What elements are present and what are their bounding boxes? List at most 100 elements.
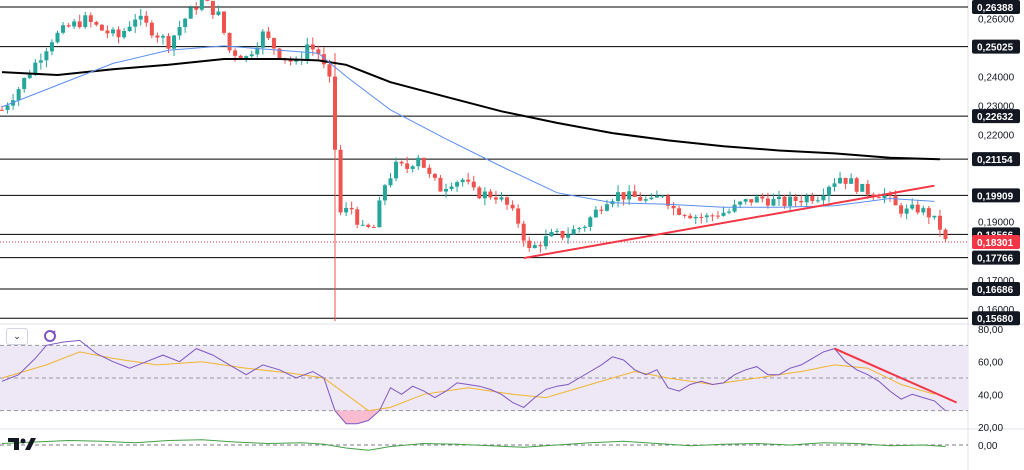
candle-body bbox=[699, 216, 704, 218]
candle-body bbox=[138, 15, 143, 20]
price-axis: 0,26000 0,24000 0,23000 0,22000 0,19000 0,170… bbox=[972, 0, 1020, 452]
candle-body bbox=[66, 25, 71, 27]
rsi-axis-tick-label: 80,00 bbox=[978, 325, 1003, 336]
rsi-pane bbox=[0, 339, 968, 425]
level-badge-label: 0,17766 bbox=[977, 254, 1014, 265]
candle-body bbox=[366, 224, 371, 227]
candle-body bbox=[838, 177, 843, 184]
candle-body bbox=[421, 157, 426, 168]
candle-body bbox=[405, 163, 410, 169]
candle-body bbox=[804, 195, 809, 203]
candle-body bbox=[738, 201, 743, 205]
candle-body bbox=[455, 182, 460, 187]
rsi-axis-tick-label: 40,00 bbox=[978, 390, 1003, 401]
price-axis-tick-label: 0,24000 bbox=[978, 72, 1015, 83]
candle-body bbox=[732, 204, 737, 212]
candle-body bbox=[516, 208, 521, 224]
price-axis-tick-label: 0,23000 bbox=[978, 101, 1015, 112]
level-badge bbox=[972, 311, 1020, 326]
candle-body bbox=[649, 197, 654, 200]
candles bbox=[0, 0, 948, 322]
candle-body bbox=[260, 31, 265, 48]
candle-body bbox=[277, 48, 282, 59]
candle-body bbox=[577, 227, 582, 230]
candle-body bbox=[216, 11, 221, 15]
candle-body bbox=[688, 215, 693, 219]
candle-body bbox=[382, 185, 387, 201]
candle-body bbox=[616, 192, 621, 202]
candle-body bbox=[0, 109, 4, 111]
short-moving-average-line bbox=[1, 45, 935, 208]
candle-body bbox=[188, 7, 193, 19]
candle-body bbox=[344, 207, 349, 213]
candle-body bbox=[16, 89, 21, 101]
candle-body bbox=[111, 29, 115, 34]
price-axis-tick-label: 0,26000 bbox=[978, 14, 1015, 25]
tradingview-logo-icon bbox=[8, 438, 36, 450]
candle-body bbox=[61, 25, 66, 33]
oscillator-line bbox=[1, 439, 946, 451]
level-badge bbox=[972, 250, 1020, 265]
candle-body bbox=[860, 183, 865, 192]
current-price-badge bbox=[972, 235, 1020, 250]
candle-body bbox=[849, 178, 854, 184]
candle-body bbox=[843, 177, 848, 184]
candle-body bbox=[943, 229, 948, 240]
candle-body bbox=[305, 44, 310, 60]
candle-body bbox=[904, 208, 909, 214]
candle-body bbox=[604, 204, 609, 211]
candle-body bbox=[377, 200, 382, 228]
candle-body bbox=[194, 7, 199, 10]
level-badge bbox=[972, 188, 1020, 203]
candle-body bbox=[682, 214, 687, 216]
candle-body bbox=[660, 195, 665, 197]
refresh-icon[interactable] bbox=[44, 330, 56, 342]
candle-body bbox=[693, 216, 698, 219]
candle-body bbox=[155, 35, 160, 38]
candle-body bbox=[177, 27, 182, 36]
candle-body bbox=[294, 60, 299, 62]
candle-body bbox=[38, 60, 43, 63]
candle-body bbox=[349, 207, 354, 210]
candle-body bbox=[33, 62, 38, 75]
candle-body bbox=[893, 195, 898, 206]
candle-body bbox=[815, 200, 820, 202]
price-axis-tick-label: 0,17000 bbox=[978, 276, 1015, 287]
candle-body bbox=[505, 197, 510, 205]
candle-body bbox=[654, 195, 659, 198]
candle-body bbox=[643, 199, 648, 201]
candle-body bbox=[621, 192, 626, 200]
candle-body bbox=[388, 178, 393, 186]
candle-body bbox=[704, 215, 709, 218]
oscillator-pane bbox=[0, 439, 968, 451]
candle-body bbox=[88, 15, 93, 22]
collapse-indicator-button[interactable]: ⌄ bbox=[6, 328, 28, 345]
candle-body bbox=[482, 191, 487, 199]
candle-body bbox=[499, 197, 504, 200]
candle-body bbox=[271, 38, 276, 49]
candle-body bbox=[810, 195, 815, 202]
candle-body bbox=[249, 54, 254, 57]
candle-body bbox=[582, 226, 587, 228]
candle-body bbox=[77, 21, 82, 28]
candle-body bbox=[566, 234, 571, 238]
candle-body bbox=[310, 44, 315, 50]
candle-body bbox=[549, 232, 554, 237]
candle-body bbox=[915, 204, 920, 213]
candle-body bbox=[527, 240, 532, 248]
candle-body bbox=[715, 215, 720, 217]
candle-body bbox=[338, 149, 343, 213]
candle-body bbox=[166, 35, 171, 49]
candle-body bbox=[432, 173, 437, 178]
candle-body bbox=[632, 191, 637, 197]
candle-body bbox=[144, 15, 149, 23]
candle-body bbox=[183, 18, 188, 28]
candle-body bbox=[94, 21, 99, 25]
candle-body bbox=[5, 105, 10, 110]
candle-body bbox=[44, 51, 49, 61]
candle-body bbox=[49, 42, 54, 52]
candle-body bbox=[854, 178, 859, 192]
level-badge bbox=[972, 281, 1020, 296]
